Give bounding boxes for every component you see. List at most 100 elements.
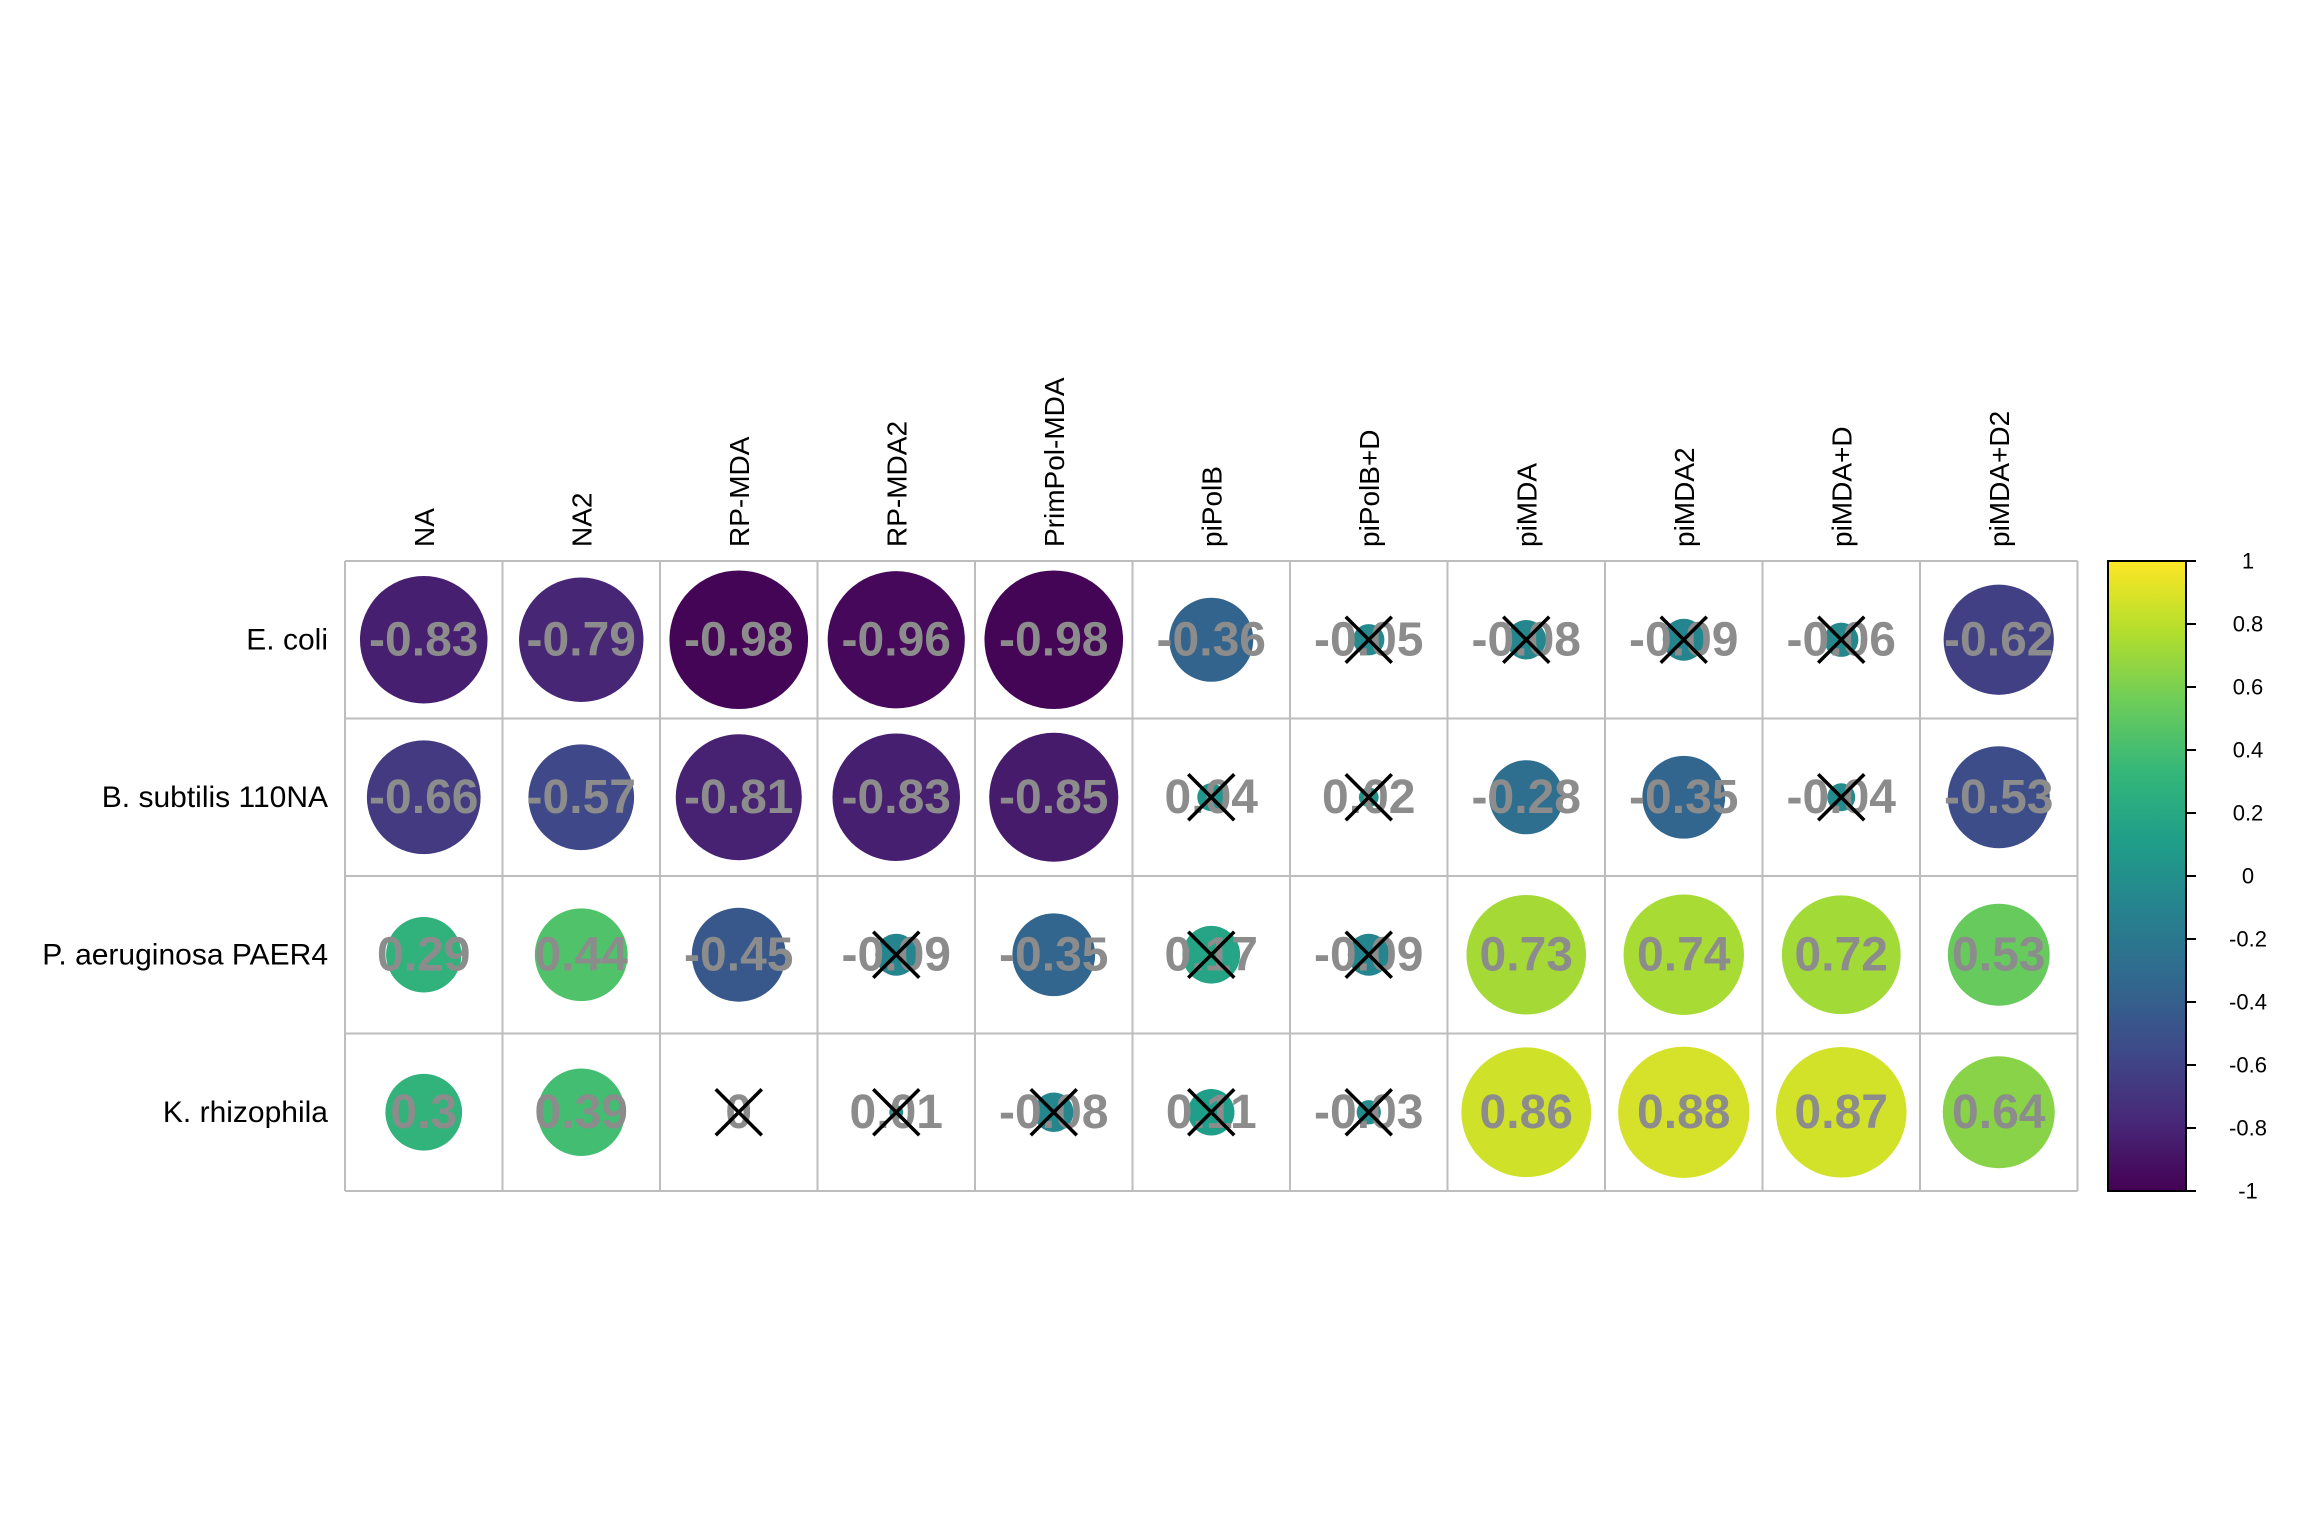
column-label: PrimPol-MDA <box>1039 377 1070 547</box>
not-significant-cross-icon <box>1187 773 1236 822</box>
column-label: RP-MDA <box>724 436 755 547</box>
not-significant-cross-icon <box>1344 1088 1393 1137</box>
not-significant-cross-icon <box>714 1088 763 1137</box>
not-significant-cross-icon <box>1344 930 1393 979</box>
correlation-value-label: -0.57 <box>527 771 636 824</box>
correlation-value-label: 0.29 <box>377 928 470 981</box>
correlation-circle <box>1943 584 2054 695</box>
column-label: NA <box>409 508 440 547</box>
correlation-circle <box>1461 1047 1592 1178</box>
correlation-circle <box>385 1073 463 1151</box>
colorbar-tick-label: 0.2 <box>2233 801 2264 826</box>
correlation-circle <box>1947 746 2050 849</box>
correlation-circle <box>1642 755 1726 839</box>
correlation-value-label: 0.88 <box>1637 1086 1730 1139</box>
correlation-value-label: -0.36 <box>1157 613 1266 666</box>
colorbar-tick-label: -0.8 <box>2229 1116 2267 1141</box>
correlation-circle <box>984 570 1124 710</box>
colorbar-tick-label: -0.2 <box>2229 927 2267 952</box>
correlation-circle <box>1775 1046 1907 1178</box>
correlation-circle <box>386 917 462 993</box>
correlation-value-label: -0.45 <box>684 928 793 981</box>
not-significant-cross-icon <box>1344 773 1393 822</box>
correlation-value-label: -0.53 <box>1944 771 2053 824</box>
colorbar-tick-label: 0 <box>2242 864 2254 889</box>
row-label: E. coli <box>246 623 328 656</box>
row-label: B. subtilis 110NA <box>102 781 328 814</box>
column-label: piMDA <box>1511 463 1542 547</box>
correlation-circle <box>669 570 809 710</box>
correlation-value-label: 0.39 <box>535 1086 628 1139</box>
correlation-value-label: -0.35 <box>1629 771 1738 824</box>
correlation-value-label: 0.53 <box>1952 928 2045 981</box>
correlation-circle <box>691 907 786 1002</box>
correlation-value-label: -0.66 <box>369 771 478 824</box>
correlation-circle <box>832 733 961 862</box>
not-significant-cross-icon <box>1817 615 1866 664</box>
not-significant-cross-icon <box>1817 773 1866 822</box>
correlation-circle <box>675 734 802 861</box>
colorbar <box>2107 560 2187 1192</box>
correlation-circle <box>534 908 628 1002</box>
correlation-circle <box>1618 1046 1750 1178</box>
correlation-value-label: 0.72 <box>1795 928 1888 981</box>
not-significant-cross-icon <box>1344 615 1393 664</box>
column-label: piMDA+D2 <box>1984 411 2015 547</box>
column-label: piMDA+D <box>1826 426 1857 547</box>
colorbar-tick-label: 0.4 <box>2233 738 2264 763</box>
correlation-value-label: 0.74 <box>1637 928 1731 981</box>
column-label: piMDA2 <box>1669 447 1700 547</box>
not-significant-cross-icon <box>1659 615 1708 664</box>
correlation-circle <box>1169 597 1254 682</box>
colorbar-tick-label: 1 <box>2242 549 2254 574</box>
not-significant-cross-icon <box>1029 1088 1078 1137</box>
correlation-value-label: -0.83 <box>842 771 951 824</box>
correlation-circle <box>1489 760 1564 835</box>
correlation-circle <box>1942 1056 2055 1169</box>
correlation-circle <box>1466 894 1587 1015</box>
correlation-circle <box>1947 903 2050 1006</box>
correlation-value-label: 0.86 <box>1480 1086 1573 1139</box>
correlation-value-label: -0.35 <box>999 928 1108 981</box>
correlation-circle <box>528 744 635 851</box>
correlation-circle <box>366 740 481 855</box>
correlation-value-label: -0.28 <box>1472 771 1581 824</box>
colorbar-tick-label: 0.8 <box>2233 612 2264 637</box>
correlation-circle <box>989 732 1119 862</box>
correlation-circle <box>1012 913 1096 997</box>
correlation-value-label: -0.85 <box>999 771 1108 824</box>
not-significant-cross-icon <box>1502 615 1551 664</box>
correlation-circle <box>519 577 644 702</box>
correlation-value-label: 0.87 <box>1795 1086 1888 1139</box>
not-significant-cross-icon <box>872 930 921 979</box>
correlation-value-label: -0.98 <box>999 613 1108 666</box>
column-label: RP-MDA2 <box>881 421 912 547</box>
not-significant-cross-icon <box>872 1088 921 1137</box>
colorbar-tick-label: -0.6 <box>2229 1053 2267 1078</box>
correlation-circle <box>827 571 965 709</box>
correlation-value-label: -0.98 <box>684 613 793 666</box>
correlation-circle <box>1781 895 1901 1015</box>
row-label: K. rhizophila <box>163 1096 328 1129</box>
correlation-value-label: -0.81 <box>684 771 793 824</box>
colorbar-tick-label: -0.4 <box>2229 990 2267 1015</box>
correlation-circle <box>1623 894 1744 1015</box>
correlation-circle <box>359 575 488 704</box>
column-label: piPolB <box>1196 466 1227 547</box>
row-label: P. aeruginosa PAER4 <box>42 938 328 971</box>
correlation-value-label: 0.3 <box>390 1086 457 1139</box>
not-significant-cross-icon <box>1187 930 1236 979</box>
correlation-value-label: 0.73 <box>1480 928 1573 981</box>
colorbar-tick-label: 0.6 <box>2233 675 2264 700</box>
not-significant-cross-icon <box>1187 1088 1236 1137</box>
colorbar-tick-label: -1 <box>2238 1179 2258 1204</box>
correlation-value-label: 0.44 <box>535 928 629 981</box>
column-label: piPolB+D <box>1354 429 1385 547</box>
correlation-circle <box>537 1068 625 1156</box>
correlation-value-label: -0.96 <box>842 613 951 666</box>
column-label: NA2 <box>566 493 597 547</box>
correlation-value-label: -0.83 <box>369 613 478 666</box>
correlation-value-label: 0.64 <box>1952 1086 2046 1139</box>
correlation-value-label: -0.79 <box>527 613 636 666</box>
